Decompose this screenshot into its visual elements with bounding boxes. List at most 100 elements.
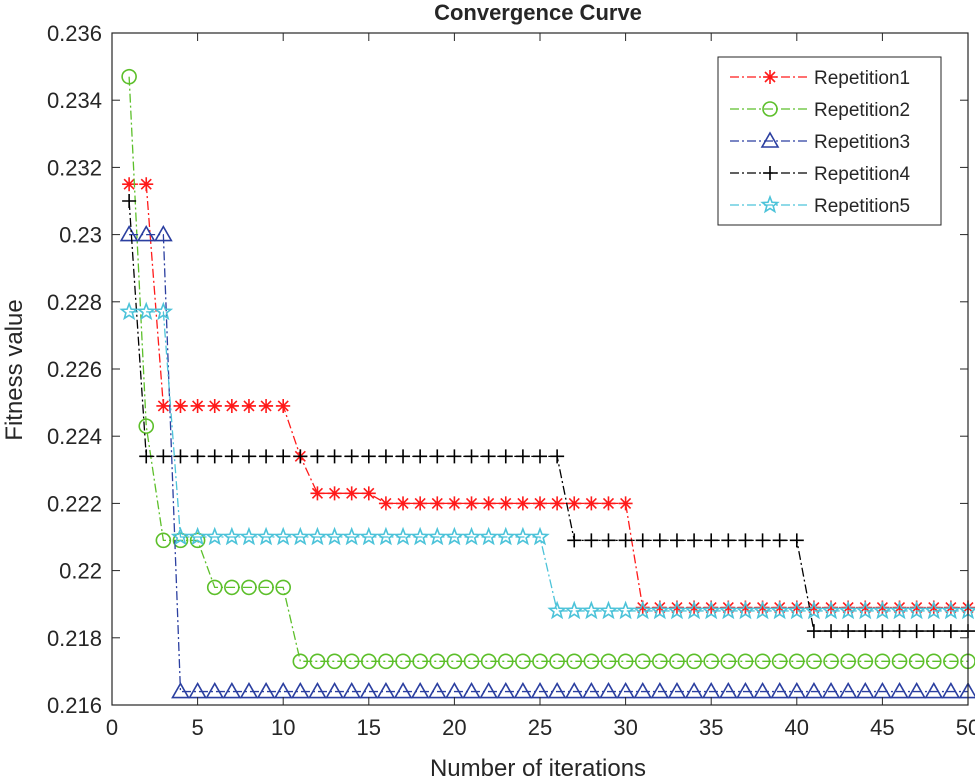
data-point xyxy=(943,653,959,670)
data-point xyxy=(412,653,428,670)
data-point xyxy=(410,681,430,699)
data-point xyxy=(736,681,755,699)
data-point xyxy=(841,600,856,615)
data-point xyxy=(276,449,291,464)
data-point xyxy=(327,486,342,501)
data-point xyxy=(361,486,376,501)
data-point xyxy=(564,600,584,620)
data-point xyxy=(650,600,670,620)
y-tick-label: 0.23 xyxy=(59,223,102,248)
series-repetition3 xyxy=(119,224,975,699)
legend-label: Repetition1 xyxy=(814,68,910,89)
data-point xyxy=(515,449,530,464)
data-point xyxy=(838,600,858,620)
data-point xyxy=(787,600,807,620)
data-point xyxy=(360,653,377,670)
data-point xyxy=(359,526,379,546)
chart-title: Convergence Curve xyxy=(434,0,642,25)
data-point xyxy=(136,301,156,321)
data-point xyxy=(241,579,257,596)
data-point xyxy=(755,533,770,548)
data-point xyxy=(429,653,446,670)
data-point xyxy=(393,526,413,546)
data-point xyxy=(515,496,530,511)
data-point xyxy=(763,70,777,84)
data-point xyxy=(855,681,875,699)
data-point xyxy=(770,681,790,699)
y-tick-label: 0.218 xyxy=(47,626,102,651)
x-tick-label: 45 xyxy=(870,715,894,740)
legend-label: Repetition5 xyxy=(814,196,910,217)
series-line xyxy=(128,76,968,662)
data-point xyxy=(686,653,702,670)
data-point xyxy=(241,398,256,413)
data-point xyxy=(858,600,873,615)
x-tick-label: 20 xyxy=(442,715,466,740)
legend-item: Repetition4 xyxy=(730,164,911,185)
data-point xyxy=(601,533,616,548)
data-point xyxy=(498,449,513,464)
data-point xyxy=(633,681,653,699)
data-point xyxy=(806,624,821,639)
data-point xyxy=(616,681,635,699)
data-point xyxy=(273,526,293,546)
data-point xyxy=(155,532,172,549)
data-point xyxy=(444,526,465,546)
data-point xyxy=(772,600,787,615)
data-point xyxy=(737,653,754,670)
data-point xyxy=(344,449,359,464)
y-tick-label: 0.226 xyxy=(47,357,102,382)
data-point xyxy=(378,449,393,464)
data-point xyxy=(634,653,651,670)
x-tick-label: 15 xyxy=(357,715,381,740)
data-point xyxy=(584,496,599,511)
data-point xyxy=(892,624,907,639)
data-point xyxy=(136,224,156,242)
data-point xyxy=(276,398,291,413)
legend-item: Repetition3 xyxy=(730,131,910,153)
data-point xyxy=(667,600,687,620)
data-point xyxy=(307,526,328,546)
data-point xyxy=(704,600,719,615)
data-point xyxy=(760,131,780,148)
x-tick-label: 5 xyxy=(191,715,203,740)
data-point xyxy=(171,681,190,699)
data-point xyxy=(652,600,667,615)
data-point xyxy=(256,681,276,699)
data-point xyxy=(324,526,345,546)
data-point xyxy=(122,194,137,208)
data-point xyxy=(361,449,376,464)
data-point xyxy=(513,526,533,546)
data-point xyxy=(635,533,650,548)
data-point xyxy=(413,449,428,464)
data-point xyxy=(156,398,171,413)
data-point xyxy=(909,600,924,615)
data-point xyxy=(430,496,445,511)
data-point xyxy=(840,653,856,670)
data-point xyxy=(600,653,617,670)
data-point xyxy=(906,600,927,620)
data-point xyxy=(873,681,892,699)
data-point xyxy=(224,398,239,413)
data-point xyxy=(427,526,448,546)
data-point xyxy=(632,600,653,620)
data-point xyxy=(684,681,704,699)
data-point xyxy=(891,653,908,670)
data-point xyxy=(721,533,736,548)
series-line xyxy=(128,200,968,632)
data-point xyxy=(704,533,719,548)
legend-item: Repetition1 xyxy=(730,68,910,89)
data-point xyxy=(327,449,342,464)
data-point xyxy=(273,681,293,699)
data-point xyxy=(138,418,155,434)
data-point xyxy=(564,681,584,699)
series-repetition2 xyxy=(121,68,975,670)
series-line xyxy=(129,183,968,609)
data-point xyxy=(567,533,582,548)
data-point xyxy=(396,496,411,511)
data-point xyxy=(547,681,567,699)
data-point xyxy=(292,653,309,670)
data-point xyxy=(701,600,721,620)
data-point xyxy=(721,600,736,615)
data-point xyxy=(687,600,702,615)
